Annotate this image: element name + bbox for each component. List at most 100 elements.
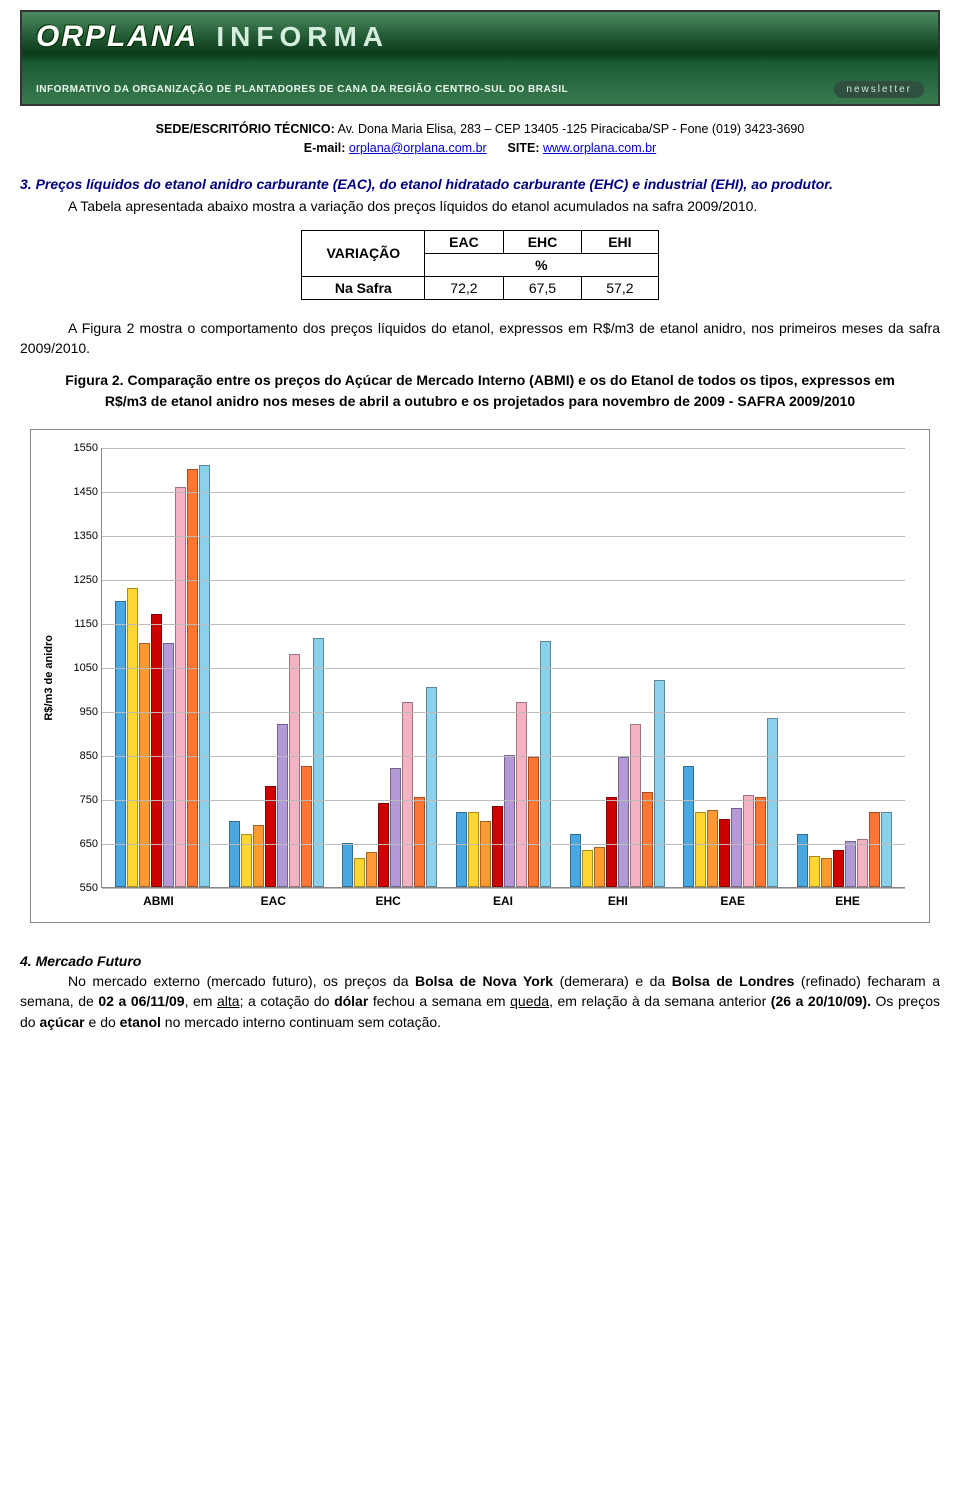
chart-bargroup <box>229 638 324 887</box>
table-header-eac: EAC <box>425 230 504 253</box>
table-val-eac: 72,2 <box>425 276 504 299</box>
chart-bar <box>528 757 539 887</box>
chart-xlabel: EHC <box>331 894 446 908</box>
chart-xlabel: EHI <box>560 894 675 908</box>
chart-bar <box>516 702 527 887</box>
chart-bar <box>139 643 150 887</box>
chart-bar <box>731 808 742 887</box>
table-nasafra-label: Na Safra <box>302 276 425 299</box>
s4-f: fechou a semana em <box>368 993 510 1009</box>
newsletter-badge: newsletter <box>834 81 924 98</box>
chart-bar <box>127 588 138 887</box>
chart-x-labels: ABMIEACEHCEAIEHIEAEEHE <box>101 894 905 908</box>
site-link[interactable]: www.orplana.com.br <box>543 141 656 155</box>
chart-bargroup <box>342 687 437 887</box>
chart-bar <box>390 768 401 887</box>
variacao-table: VARIAÇÃO EAC EHC EHI % Na Safra 72,2 67,… <box>301 230 658 300</box>
chart-xlabel: EAC <box>216 894 331 908</box>
header-banner: ORPLANA INFORMA INFORMATIVO DA ORGANIZAÇ… <box>20 10 940 106</box>
chart-bar <box>809 856 820 887</box>
chart-ytick: 650 <box>60 838 98 850</box>
s4-b3: 02 a 06/11/09 <box>98 993 184 1009</box>
chart-bar <box>695 812 706 887</box>
contact-address: Av. Dona Maria Elisa, 283 – CEP 13405 -1… <box>335 122 805 136</box>
table-val-ehi: 57,2 <box>582 276 658 299</box>
chart-bar <box>277 724 288 887</box>
chart-ytick: 850 <box>60 750 98 762</box>
chart-bar <box>301 766 312 887</box>
table-percent-row: % <box>425 253 658 276</box>
section3-para2: A Figura 2 mostra o comportamento dos pr… <box>20 318 940 359</box>
contact-prefix: SEDE/ESCRITÓRIO TÉCNICO: <box>156 122 335 136</box>
s4-b7: etanol <box>120 1014 161 1030</box>
chart-bar <box>606 797 617 887</box>
s4-u2: queda <box>510 993 549 1009</box>
s4-b4: dólar <box>334 993 368 1009</box>
s4-j: no mercado interno continuam sem cotação… <box>161 1014 441 1030</box>
chart-ytick: 1250 <box>60 574 98 586</box>
contact-block: SEDE/ESCRITÓRIO TÉCNICO: Av. Dona Maria … <box>20 120 940 158</box>
chart-xlabel: ABMI <box>101 894 216 908</box>
s4-b2: Bolsa de Londres <box>672 973 795 989</box>
chart-xlabel: EAI <box>446 894 561 908</box>
chart-bargroup <box>683 718 778 887</box>
chart-xlabel: EHE <box>790 894 905 908</box>
chart-bargroup <box>115 465 210 887</box>
s4-b5: (26 a 20/10/09). <box>771 993 871 1009</box>
chart-bar <box>199 465 210 887</box>
chart-bar <box>426 687 437 887</box>
s4-b6: açúcar <box>39 1014 84 1030</box>
chart-ytick: 750 <box>60 794 98 806</box>
section4-para: No mercado externo (mercado futuro), os … <box>20 971 940 1032</box>
site-label: SITE: <box>490 141 543 155</box>
chart-bar <box>743 795 754 887</box>
table-header-variacao: VARIAÇÃO <box>302 230 425 276</box>
chart-bar <box>354 858 365 887</box>
s4-a: No mercado externo (mercado futuro), os … <box>68 973 415 989</box>
chart-bar <box>719 819 730 887</box>
s4-b: (demerara) e da <box>553 973 672 989</box>
chart-bar <box>570 834 581 887</box>
table-header-ehi: EHI <box>582 230 658 253</box>
chart-bar <box>857 839 868 887</box>
chart-bar <box>163 643 174 887</box>
s4-e: ; a cotação do <box>240 993 334 1009</box>
chart-bar <box>492 806 503 887</box>
chart-bar <box>468 812 479 887</box>
chart-bar <box>707 810 718 887</box>
chart-ytick: 1350 <box>60 530 98 542</box>
section3-para1: A Tabela apresentada abaixo mostra a var… <box>20 196 940 216</box>
chart-bar <box>229 821 240 887</box>
chart-bar <box>755 797 766 887</box>
logo-text: ORPLANA <box>36 20 198 54</box>
section4-title: 4. Mercado Futuro <box>20 953 940 969</box>
chart-bar <box>821 858 832 887</box>
s4-b1: Bolsa de Nova York <box>415 973 553 989</box>
chart-bar <box>253 825 264 887</box>
email-label: E-mail: <box>304 141 349 155</box>
chart-ytick: 1150 <box>60 618 98 630</box>
chart-bar <box>151 614 162 887</box>
chart-bar <box>313 638 324 887</box>
chart-bar <box>480 821 491 887</box>
chart-bar <box>342 843 353 887</box>
chart-bar <box>456 812 467 887</box>
s4-g: , em relação à da semana anterior <box>549 993 771 1009</box>
chart-plot-area: 550650750850950105011501250135014501550 <box>101 448 905 888</box>
table-val-ehc: 67,5 <box>503 276 582 299</box>
chart-bargroup <box>456 641 551 887</box>
chart-bar <box>797 834 808 887</box>
chart-bar <box>630 724 641 887</box>
email-link[interactable]: orplana@orplana.com.br <box>349 141 487 155</box>
informa-text: INFORMA <box>216 21 389 53</box>
chart-bar <box>366 852 377 887</box>
chart-bar <box>594 847 605 887</box>
section3-title: 3. Preços líquidos do etanol anidro carb… <box>20 176 940 192</box>
s4-d: , em <box>185 993 217 1009</box>
chart-bar <box>402 702 413 887</box>
chart-bar <box>504 755 515 887</box>
chart-bar <box>414 797 425 887</box>
chart-bar <box>582 850 593 887</box>
chart-ytick: 550 <box>60 882 98 894</box>
chart-bar <box>378 803 389 887</box>
